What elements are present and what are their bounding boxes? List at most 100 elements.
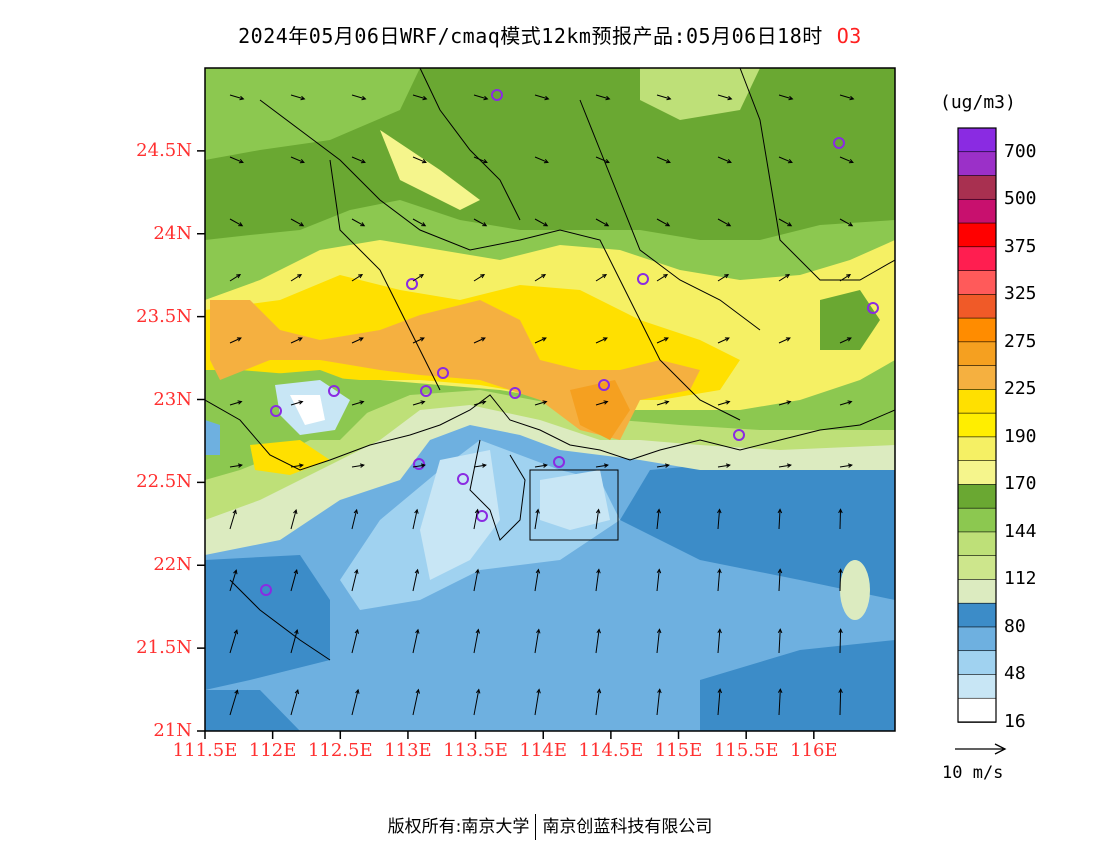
wind-arrow xyxy=(839,463,853,468)
wind-arrow xyxy=(595,400,609,406)
colorbar-swatch xyxy=(957,531,997,557)
wind-arrow xyxy=(838,688,843,716)
wind-arrow xyxy=(534,463,548,468)
wind-arrow xyxy=(595,568,601,592)
wind-arrow xyxy=(778,273,791,282)
wind-arrow xyxy=(290,568,299,592)
wind-arrow xyxy=(717,337,730,344)
wind-arrow xyxy=(473,463,487,468)
wind-arrow xyxy=(473,508,480,530)
wind-arrow xyxy=(290,400,304,406)
wind-arrow xyxy=(290,156,305,164)
footer-separator xyxy=(535,814,537,840)
wind-arrow xyxy=(473,273,486,282)
colorbar xyxy=(957,127,997,723)
wind-arrow xyxy=(656,688,662,716)
wind-arrow xyxy=(656,218,671,227)
wind-arrow xyxy=(229,94,245,101)
colorbar-swatch xyxy=(957,198,997,224)
wind-arrow xyxy=(534,156,549,164)
wind-arrow xyxy=(838,508,843,530)
colorbar-label: 80 xyxy=(1004,615,1026,637)
wind-arrow xyxy=(717,273,730,282)
wind-arrow xyxy=(351,156,366,164)
wind-arrow xyxy=(473,337,486,344)
wind-arrow xyxy=(351,94,367,101)
y-tick-label: 23.5N xyxy=(136,305,192,327)
wind-arrow xyxy=(839,94,855,101)
wind-arrow xyxy=(534,400,548,406)
wind-vectors xyxy=(229,94,855,716)
wind-arrow xyxy=(656,568,662,592)
footer-left: 版权所有:南京大学 xyxy=(387,817,530,837)
wind-arrow xyxy=(290,463,304,468)
wind-arrow xyxy=(229,509,237,530)
x-tick-label: 114.5E xyxy=(578,740,644,761)
copyright-footer: 版权所有:南京大学 南京创蓝科技有限公司 xyxy=(0,812,1100,840)
wind-arrow xyxy=(229,273,242,282)
wind-arrow xyxy=(778,94,794,101)
wind-reference-label: 10 m/s xyxy=(942,763,1004,783)
wind-arrow xyxy=(534,628,541,654)
y-tick-label: 24.5N xyxy=(136,139,192,161)
wind-arrow xyxy=(229,463,243,468)
wind-reference-arrow xyxy=(955,743,1007,755)
colorbar-swatch xyxy=(957,127,997,153)
wind-arrow xyxy=(412,156,427,164)
colorbar-swatch xyxy=(957,674,997,700)
x-tick-label: 116E xyxy=(790,740,838,761)
wind-arrow xyxy=(777,568,783,592)
wind-arrow xyxy=(290,218,305,227)
wind-arrow xyxy=(595,688,602,716)
wind-arrow xyxy=(534,218,549,227)
colorbar-label: 190 xyxy=(1004,425,1037,447)
y-tick-label: 22.5N xyxy=(136,471,192,493)
wind-arrow xyxy=(778,218,793,227)
wind-arrow xyxy=(351,628,360,654)
wind-arrow xyxy=(717,218,732,227)
x-tick-label: 112.5E xyxy=(307,740,373,761)
y-tick-label: 21N xyxy=(153,720,192,741)
wind-arrow xyxy=(839,400,853,406)
y-tick-label: 22N xyxy=(153,554,192,576)
wind-arrow xyxy=(229,156,244,164)
y-tick-label: 24N xyxy=(153,222,192,244)
wind-arrow xyxy=(412,400,426,406)
colorbar-swatch xyxy=(957,697,997,723)
wind-arrow xyxy=(595,94,611,101)
colorbar-swatch xyxy=(957,650,997,676)
wind-arrow xyxy=(717,628,722,654)
colorbar-frame xyxy=(957,127,997,723)
wind-arrow xyxy=(777,508,783,530)
wind-arrow xyxy=(290,94,306,101)
colorbar-swatch xyxy=(957,246,997,272)
station-markers xyxy=(260,89,879,596)
wind-arrow xyxy=(656,628,662,654)
wind-arrow xyxy=(656,508,661,530)
colorbar-label: 375 xyxy=(1004,235,1037,257)
wind-arrow xyxy=(595,628,601,654)
colorbar-swatch xyxy=(957,294,997,319)
y-tick-label: 23N xyxy=(153,388,192,410)
colorbar-swatch xyxy=(957,222,997,248)
wind-arrow xyxy=(473,628,480,654)
concentration-field xyxy=(205,68,895,731)
wind-arrow xyxy=(595,218,610,227)
wind-arrow xyxy=(778,463,792,468)
footer-right: 南京创蓝科技有限公司 xyxy=(542,817,713,837)
wind-arrow xyxy=(351,688,360,716)
wind-arrow xyxy=(290,273,303,282)
colorbar-swatch xyxy=(957,389,997,414)
wind-arrow xyxy=(838,628,843,654)
x-tick-label: 113.5E xyxy=(443,740,508,761)
wind-arrow xyxy=(839,337,852,344)
wind-arrow xyxy=(595,156,610,164)
wind-arrow xyxy=(717,156,732,164)
colorbar-swatch xyxy=(957,436,997,462)
wind-arrow xyxy=(351,400,365,406)
wind-arrow xyxy=(351,273,364,282)
wind-arrow xyxy=(839,156,854,164)
wind-arrow xyxy=(534,568,541,592)
wind-arrow xyxy=(595,508,601,530)
wind-arrow xyxy=(473,94,489,101)
